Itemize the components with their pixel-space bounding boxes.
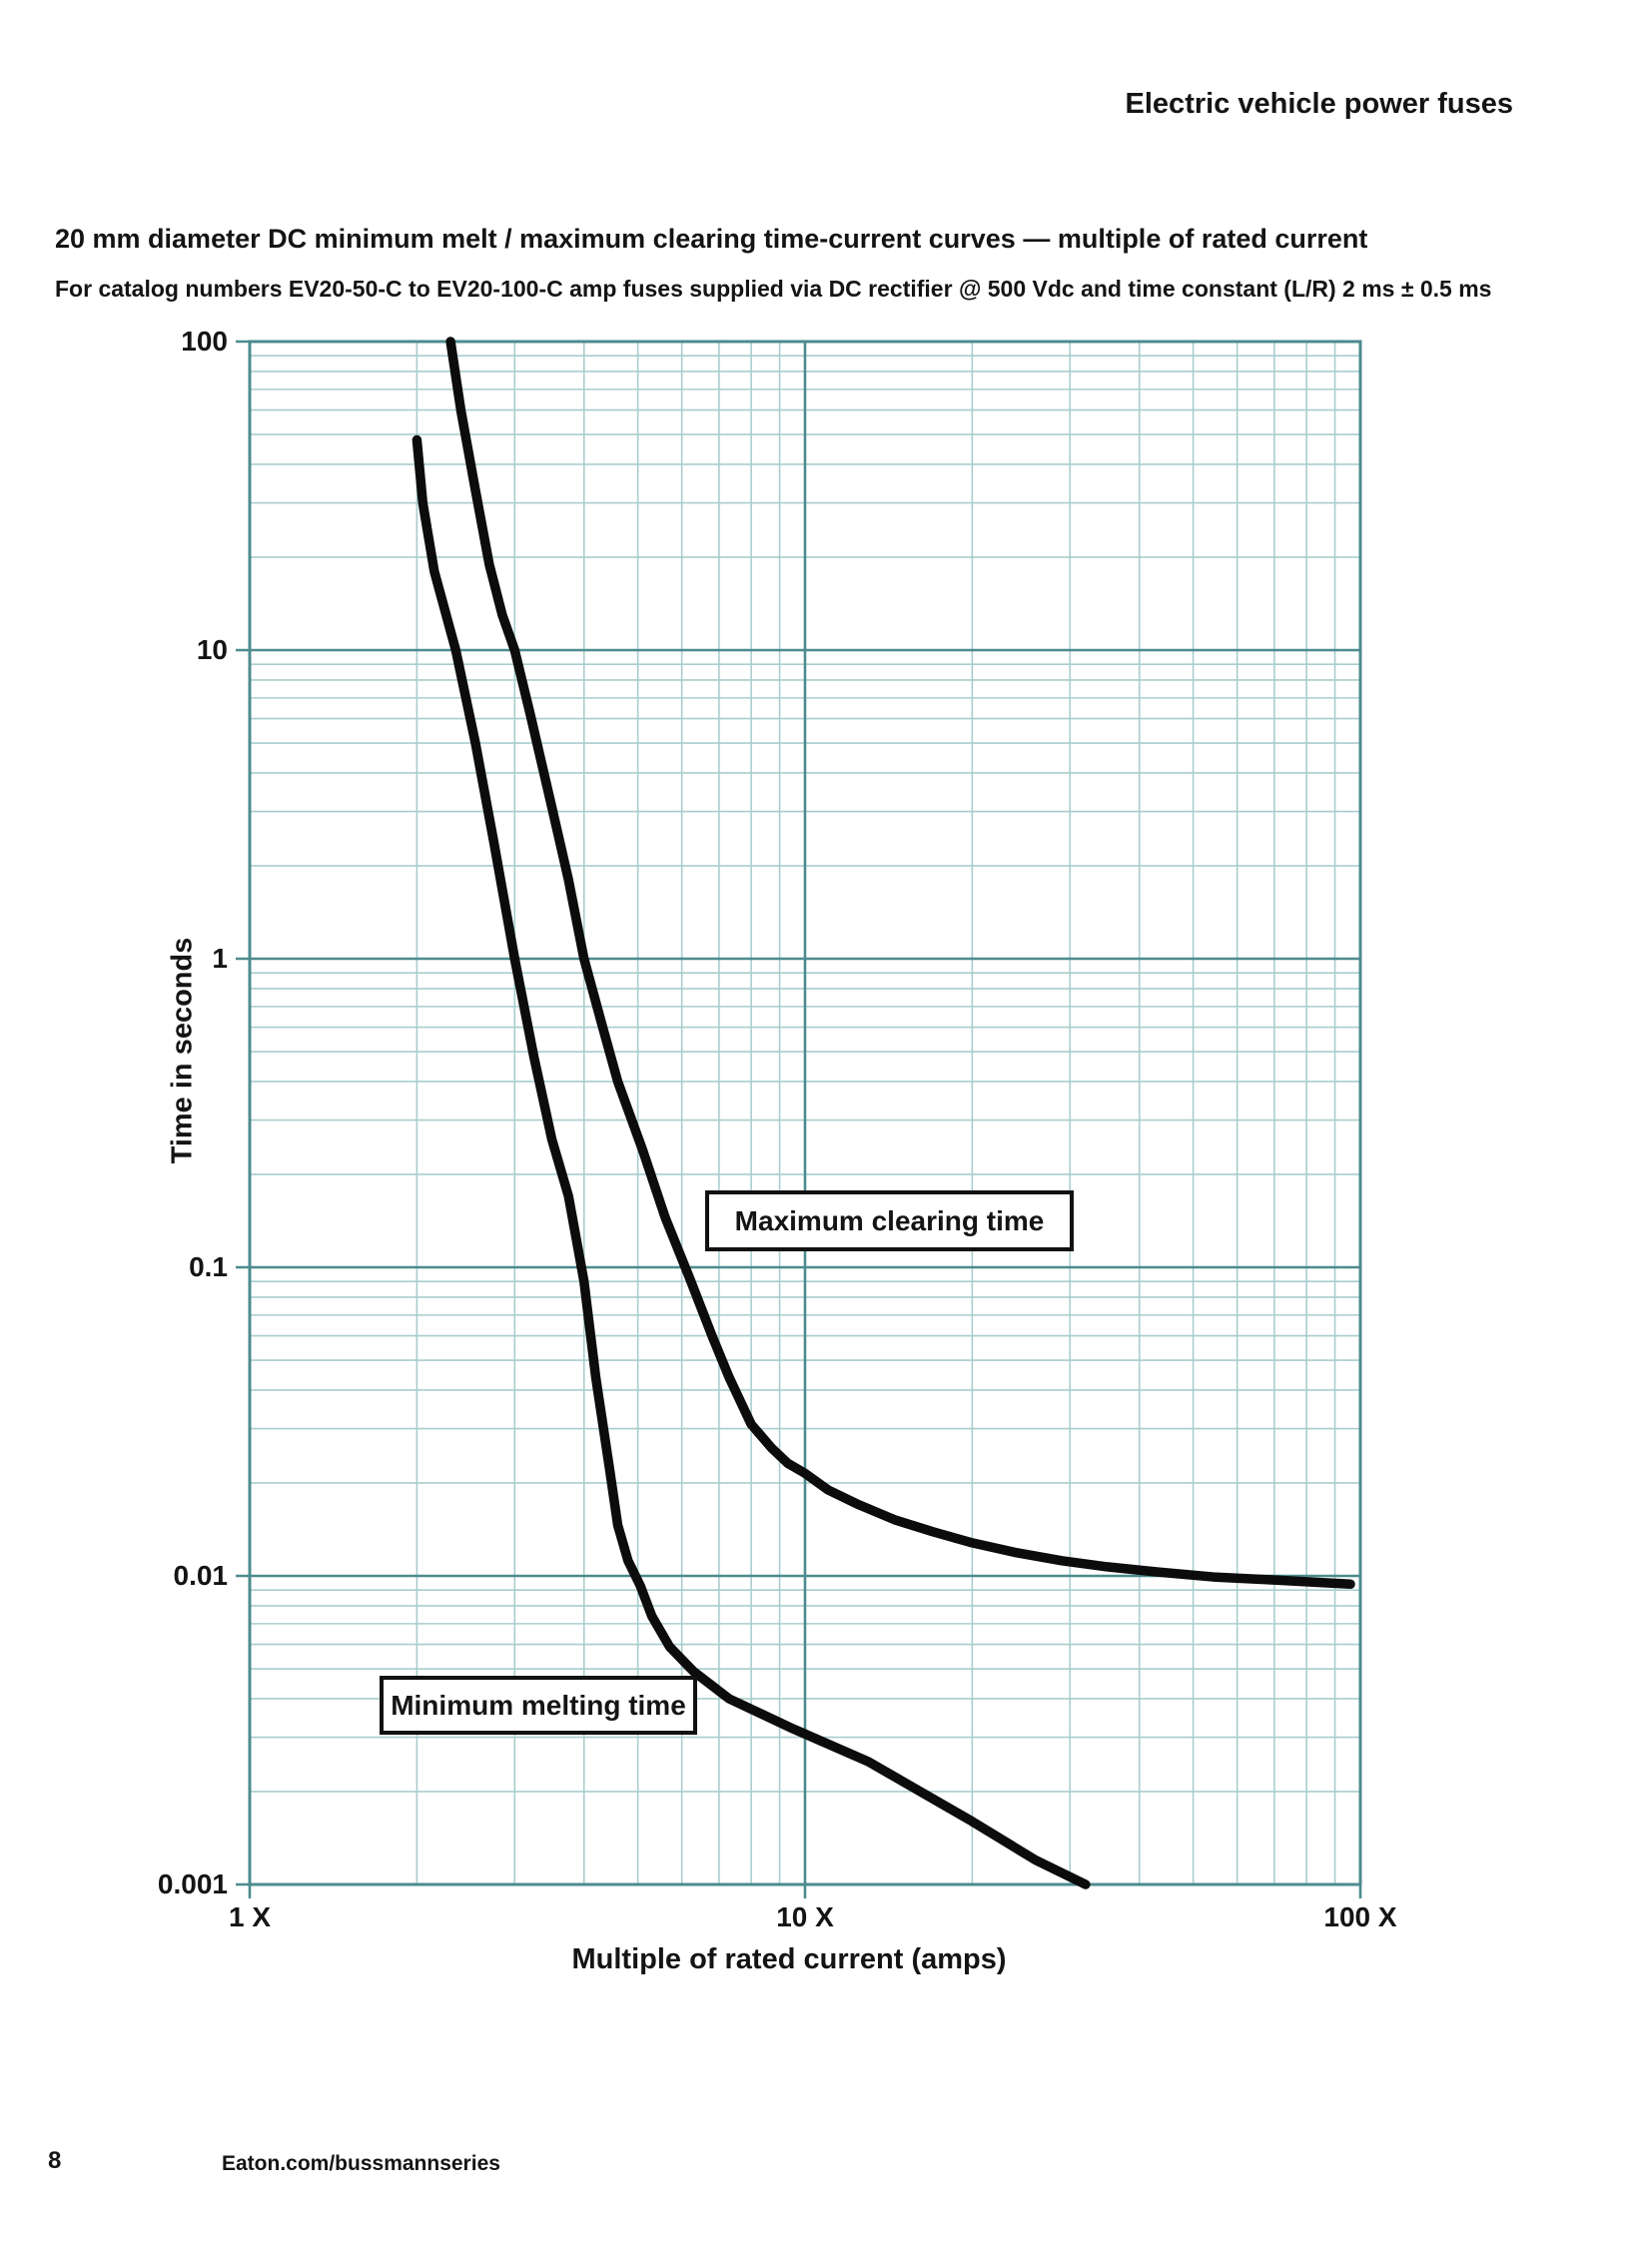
grid-minor xyxy=(250,342,1360,1884)
y-tick-label: 10 xyxy=(196,634,228,665)
grid-major xyxy=(236,340,1362,1898)
chart-title: 20 mm diameter DC minimum melt / maximum… xyxy=(55,224,1368,254)
footer-page-number: 8 xyxy=(48,2147,62,2174)
annotation-label: Maximum clearing time xyxy=(734,1204,1045,1236)
y-tick-label: 1 xyxy=(212,943,228,974)
x-axis-title: Multiple of rated current (amps) xyxy=(571,1943,1007,1975)
footer-website: Eaton.com/bussmannseries xyxy=(222,2152,500,2175)
curve-maximum-clearing-time xyxy=(445,337,1355,1590)
annotation-maximum-clearing-time: Maximum clearing time xyxy=(705,1190,1074,1251)
curve-minimum-melting-time xyxy=(412,434,1091,1889)
y-axis-title: Time in seconds xyxy=(166,937,199,1164)
annotation-minimum-melting-time: Minimum melting time xyxy=(380,1676,697,1735)
chart-subtitle: For catalog numbers EV20-50-C to EV20-10… xyxy=(55,276,1492,302)
curves xyxy=(412,337,1355,1889)
y-tick-label: 0.01 xyxy=(173,1560,229,1591)
x-tick-label: 1 X xyxy=(228,1901,272,1932)
document-header: Electric vehicle power fuses xyxy=(1125,88,1513,120)
annotation-label: Minimum melting time xyxy=(391,1689,686,1721)
x-tick-label: 100 X xyxy=(1323,1901,1397,1932)
x-tick-label: 10 X xyxy=(776,1901,834,1932)
y-tick-label: 0.1 xyxy=(189,1251,228,1282)
y-tick-label: 0.001 xyxy=(157,1868,228,1899)
y-tick-label: 100 xyxy=(181,326,228,357)
